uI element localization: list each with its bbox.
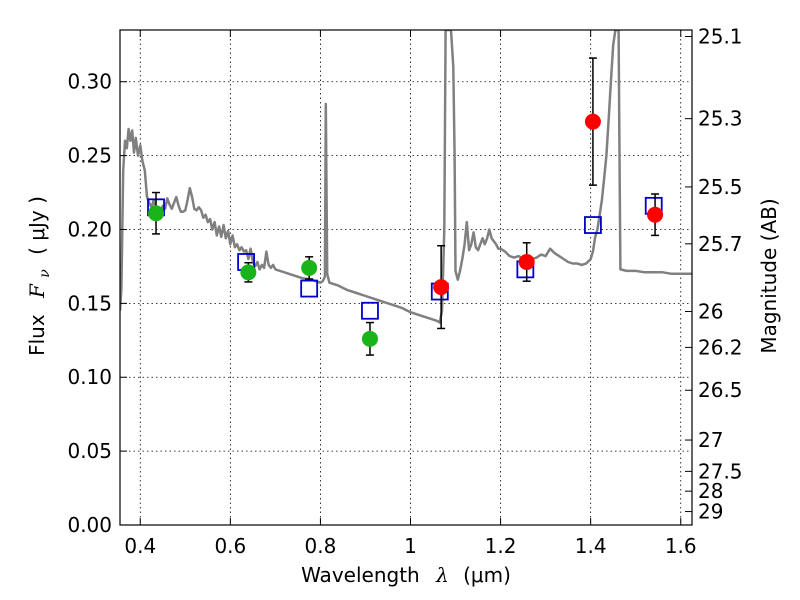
- x-axis-label-text: Wavelength: [301, 563, 420, 587]
- observed-flux-point: [301, 259, 318, 276]
- observed-flux-point: [647, 206, 664, 223]
- magnitude-tick-label: 26.5: [698, 378, 743, 402]
- model-spectrum: [120, 30, 692, 324]
- model-photometry-square: [361, 301, 379, 320]
- magnitude-tick-label: 25.1: [698, 25, 743, 49]
- x-tick-label: 0.6: [214, 534, 246, 558]
- observed-flux-point: [433, 279, 450, 296]
- x-tick-label: 0.8: [305, 534, 337, 558]
- x-axis-label: Wavelength λ (μm): [301, 563, 511, 587]
- x-tick-label: 1: [404, 534, 417, 558]
- x-tick-label: 1.4: [575, 534, 607, 558]
- y-tick-label: 0.20: [67, 217, 112, 241]
- axis-labels: Wavelength λ (μm) Flux F ν ( μJy ) Magni…: [25, 196, 781, 587]
- y-tick-label: 0.00: [67, 513, 112, 537]
- y-tick-label: 0.15: [67, 291, 112, 315]
- magnitude-tick-label: 27: [698, 428, 723, 452]
- magnitude-tick-label: 29: [698, 500, 723, 524]
- model-photometry-square: [300, 279, 319, 298]
- magnitude-tick-label: 28: [698, 479, 723, 503]
- x-axis-label-symbol: λ: [435, 563, 449, 587]
- observed-flux-point: [518, 253, 535, 270]
- magnitude-tick-label: 25.3: [698, 107, 743, 131]
- y-tick-label: 0.05: [67, 439, 112, 463]
- y-axis-label-subscript: ν: [37, 269, 53, 278]
- model-photometry-square: [584, 216, 602, 234]
- y-tick-label: 0.10: [67, 365, 112, 389]
- observed-flux-point: [148, 205, 165, 222]
- y-axis-label-text: Flux: [25, 314, 49, 356]
- x-axis-label-unit: (μm): [463, 563, 511, 587]
- axes: 0.4 0.6 0.8 1 1.2 1.4 1.6 0.00 0.05 0.10 0.15 0.20 0…: [67, 25, 742, 558]
- y-tick-label: 0.30: [67, 70, 112, 94]
- photometry-points: [147, 57, 664, 356]
- y-axis-label: Flux F ν ( μJy ): [25, 196, 54, 356]
- observed-flux-point: [584, 113, 601, 130]
- x-tick-label: 0.4: [124, 534, 156, 558]
- x-tick-label: 1.6: [665, 534, 697, 558]
- magnitude-tick-label: 25.7: [698, 232, 743, 256]
- magnitude-tick-label: 26.2: [698, 335, 743, 359]
- plot-frame: [119, 29, 693, 526]
- magnitude-tick-label: 25.5: [698, 175, 743, 199]
- model-spectrum-line: [120, 30, 692, 324]
- observed-flux-point: [361, 330, 378, 347]
- magnitude-axis-label: Magnitude (AB): [757, 198, 781, 353]
- y-tick-label: 0.25: [67, 144, 112, 168]
- observed-flux-point: [240, 264, 257, 281]
- y-axis-label-symbol: F: [25, 283, 49, 299]
- magnitude-tick-label: 26: [698, 299, 723, 323]
- magnitude-tick-label: 27.5: [698, 459, 743, 483]
- x-tick-label: 1.2: [485, 534, 517, 558]
- y-axis-label-unit: ( μJy ): [25, 196, 49, 255]
